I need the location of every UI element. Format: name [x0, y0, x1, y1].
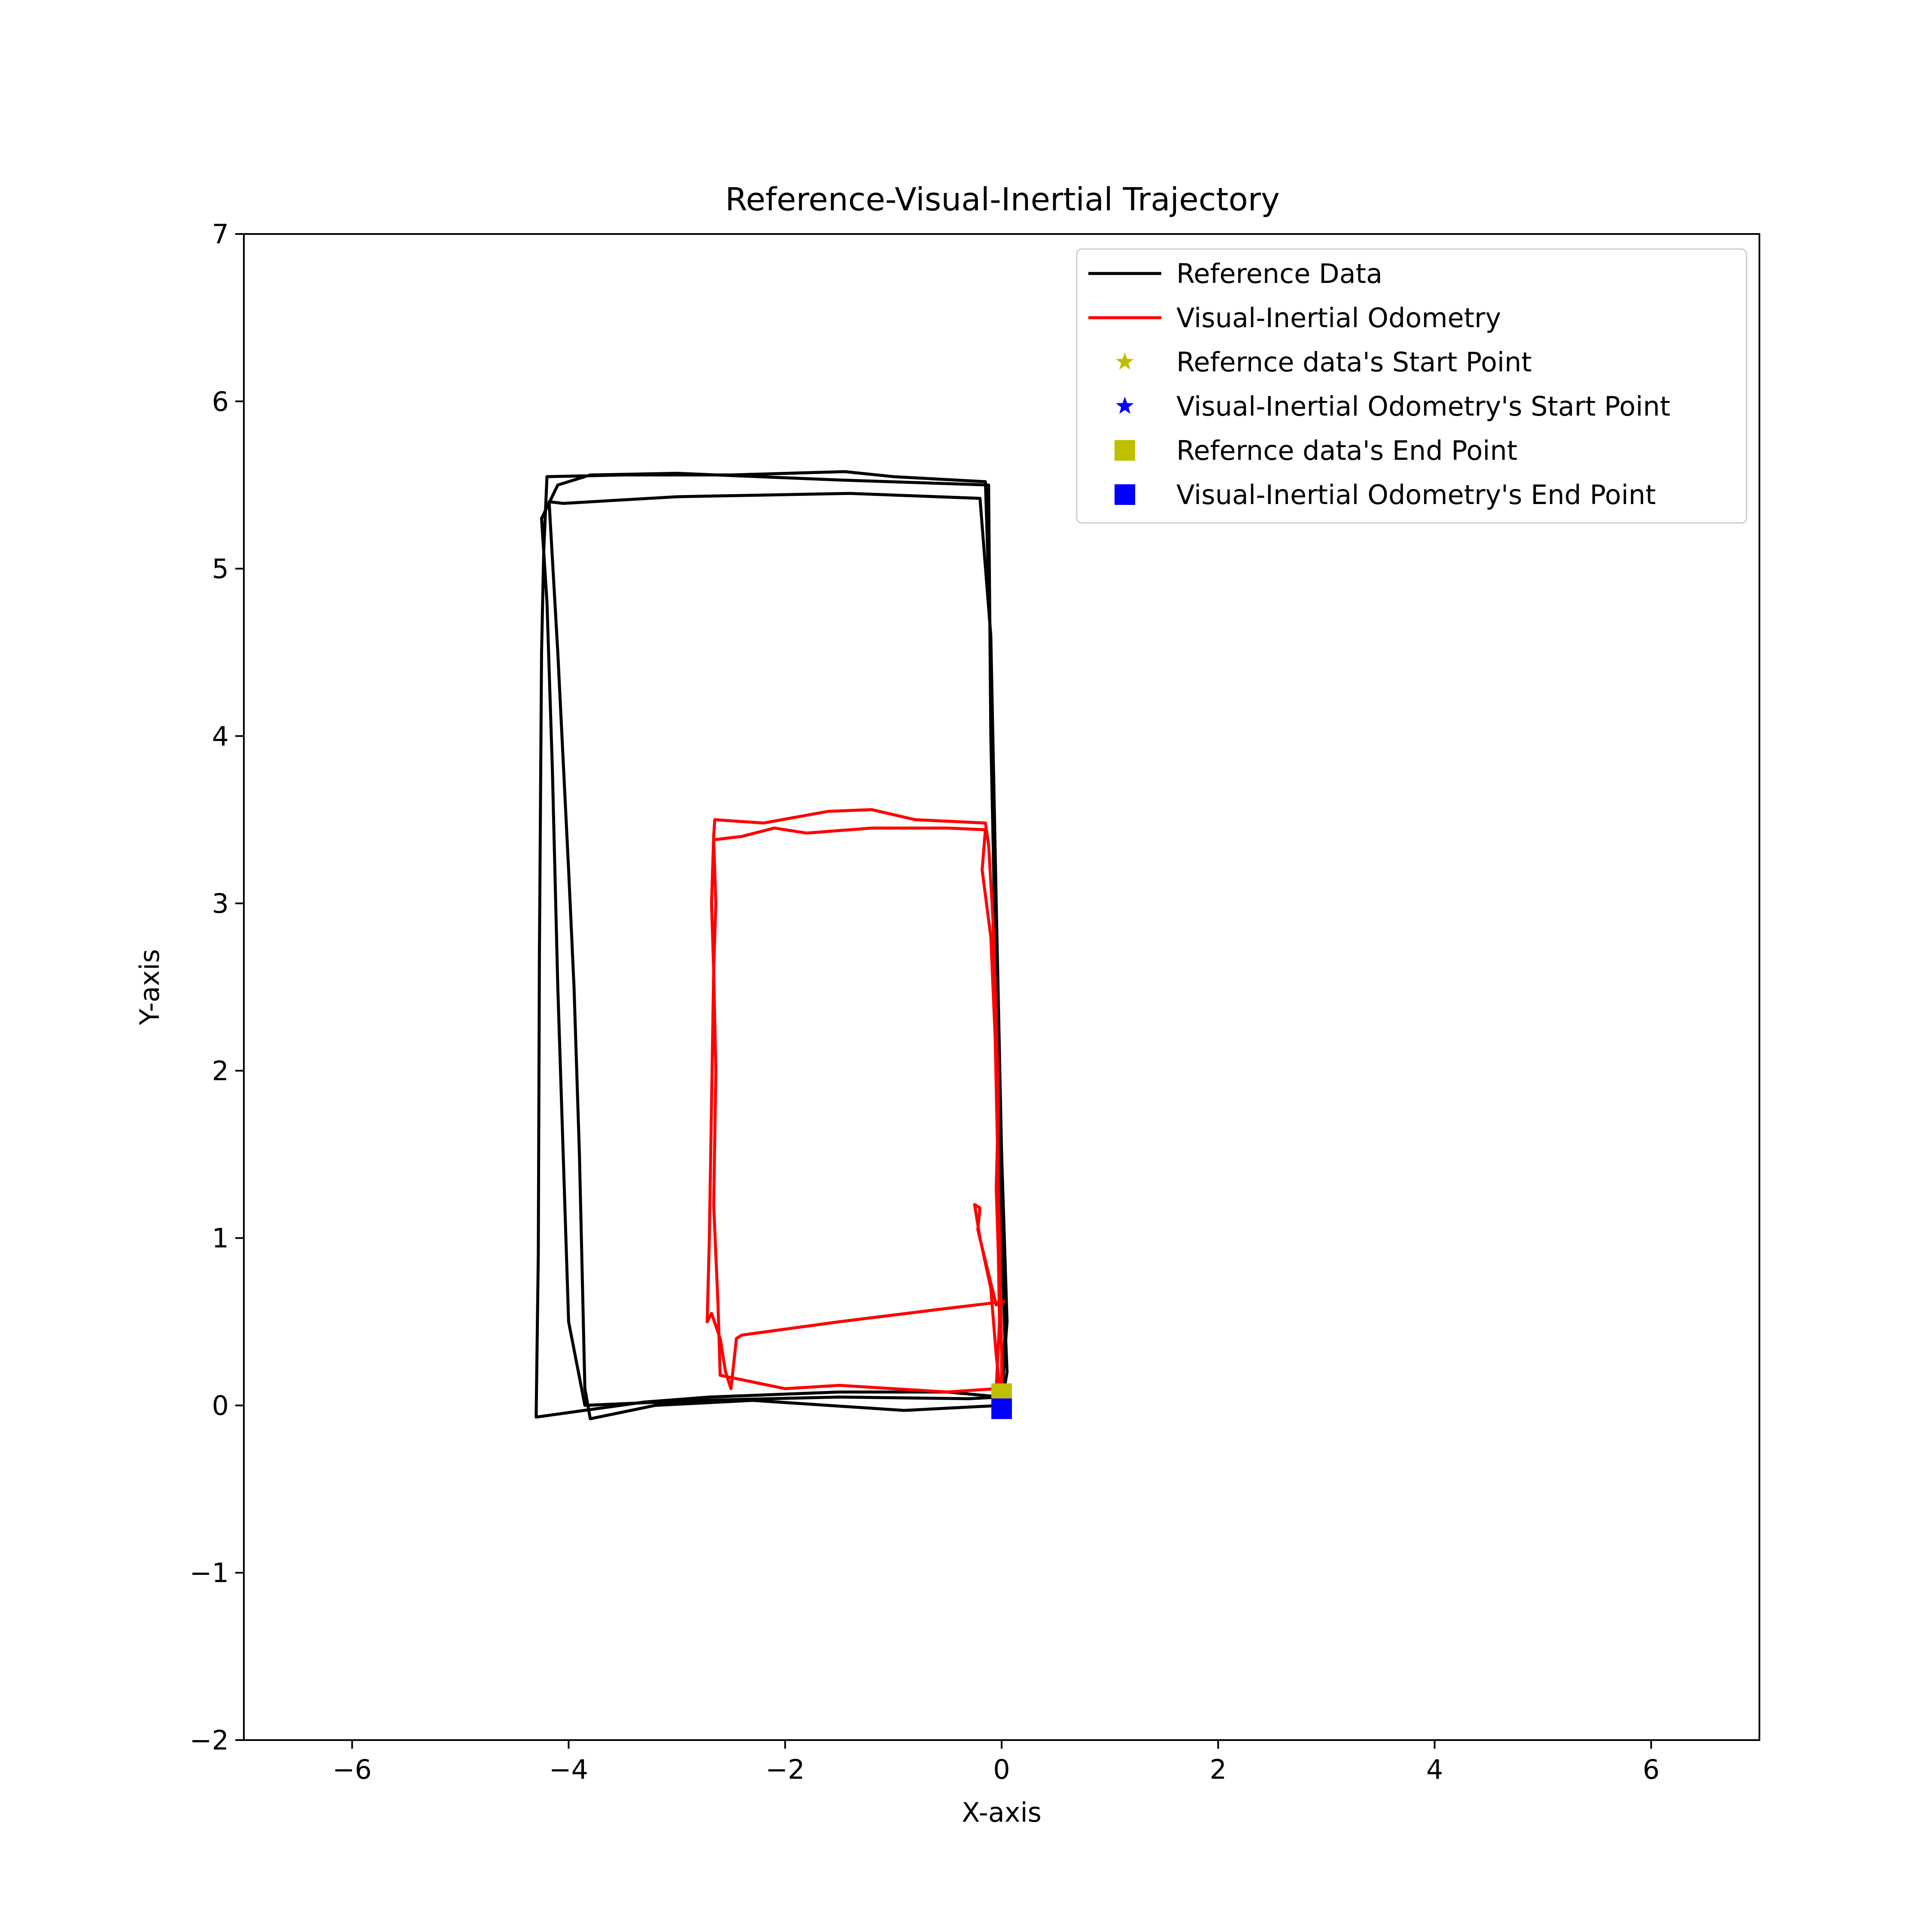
legend-handle-visual-inertial-odometry-s-end-point: [1115, 484, 1135, 505]
legend-label-refernce-data-s-end-point: Refernce data's End Point: [1176, 435, 1517, 466]
x-axis-label: X-axis: [962, 1797, 1042, 1828]
x-tick-label: 2: [1210, 1754, 1227, 1785]
y-tick-label: 2: [212, 1055, 229, 1087]
x-tick-label: 0: [993, 1754, 1010, 1785]
x-tick-label: 6: [1643, 1754, 1659, 1785]
legend: Reference Data Visual-Inertial Odometry Re…: [1077, 249, 1747, 523]
legend-label-reference-data: Reference Data: [1176, 258, 1382, 289]
y-tick-label: 5: [212, 553, 229, 585]
legend-label-visual-inertial-odometry: Visual-Inertial Odometry: [1176, 302, 1501, 334]
x-tick-label: −6: [332, 1754, 371, 1785]
y-tick-label: 1: [212, 1223, 229, 1254]
marker-visual-inertial-odometry-s-end-point: [991, 1398, 1012, 1419]
y-tick-label: −2: [190, 1725, 229, 1756]
y-tick-label: 4: [212, 720, 229, 752]
chart-title: Reference-Visual-Inertial Trajectory: [725, 181, 1280, 218]
legend-handle-refernce-data-s-end-point: [1115, 440, 1135, 461]
y-tick-label: 3: [212, 888, 229, 919]
legend-label-visual-inertial-odometry-s-start-point: Visual-Inertial Odometry's Start Point: [1176, 391, 1670, 422]
legend-label-refernce-data-s-start-point: Refernce data's Start Point: [1176, 346, 1532, 378]
x-tick-label: −2: [766, 1754, 805, 1785]
y-tick-label: −1: [190, 1557, 229, 1589]
y-tick-label: 0: [212, 1390, 229, 1421]
y-axis-label: Y-axis: [134, 949, 165, 1025]
x-tick-label: −4: [549, 1754, 588, 1785]
legend-label-visual-inertial-odometry-s-end-point: Visual-Inertial Odometry's End Point: [1176, 479, 1656, 510]
y-tick-label: 7: [212, 219, 229, 250]
x-tick-label: 4: [1426, 1754, 1443, 1785]
y-tick-label: 6: [212, 386, 229, 417]
